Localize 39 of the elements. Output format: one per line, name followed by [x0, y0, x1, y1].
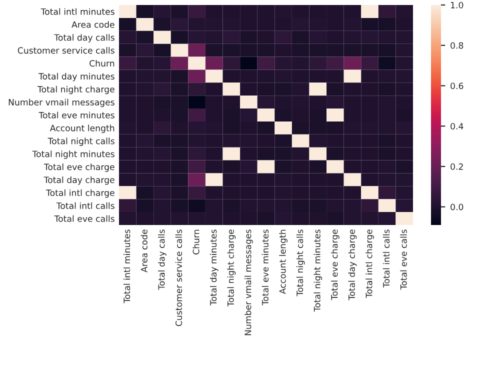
x-tick-label: Total day charge — [348, 230, 357, 300]
x-tick-label: Churn — [192, 230, 200, 254]
color-bar-label: 0.0 — [450, 204, 464, 210]
y-tick-label: Total night calls — [48, 138, 114, 146]
y-tick-label: Total night minutes — [32, 150, 114, 159]
color-bar-label: 1.0 — [450, 2, 464, 8]
x-tick-label: Total eve minutes — [262, 230, 268, 306]
y-tick-label: Account length — [50, 124, 114, 134]
y-tick-label: Total day charge — [44, 176, 114, 185]
x-tick-label: Total intl charge — [366, 230, 374, 298]
y-tick-label: Total day calls — [54, 34, 114, 42]
y-tick-label: Total night charge — [37, 86, 114, 94]
x-tick-label: Total night calls — [296, 230, 305, 296]
y-tick-label: Area code — [72, 21, 114, 28]
y-tick-label: Total intl charge — [46, 189, 114, 198]
y-tick-label: Total eve calls — [54, 215, 114, 222]
x-tick-label: Total intl calls — [382, 230, 390, 288]
color-bar-label: 0.2 — [450, 163, 463, 170]
y-tick-label: Total intl calls — [56, 202, 114, 209]
y-tick-label: Total day minutes — [38, 72, 114, 82]
x-tick-label: Total night minutes — [314, 230, 322, 312]
y-tick-label: Churn — [90, 60, 114, 67]
x-tick-label: Total eve calls — [400, 230, 407, 290]
x-tick-label: Total night charge — [227, 230, 236, 307]
x-tick-label: Customer service calls — [175, 230, 182, 326]
color-bar-label: 0.6 — [450, 82, 464, 90]
x-tick-label: Total eve charge — [331, 230, 340, 300]
x-tick-label: Total day calls — [158, 230, 166, 290]
x-tick-label: Account length — [279, 230, 288, 294]
y-tick-label: Customer service calls — [18, 47, 114, 54]
color-bar-label: 0.8 — [450, 42, 464, 49]
y-tick-label: Total eve charge — [44, 163, 114, 172]
color-bar-label: 0.4 — [450, 122, 464, 130]
y-tick-label: Total intl minutes — [40, 8, 114, 15]
x-tick-label: Number vmail messages — [244, 230, 253, 336]
y-tick-label: Total eve minutes — [38, 112, 114, 118]
x-tick-label: Area code — [140, 230, 148, 272]
y-tick-label: Number vmail messages — [8, 98, 114, 108]
x-tick-label: Total day minutes — [210, 230, 218, 306]
